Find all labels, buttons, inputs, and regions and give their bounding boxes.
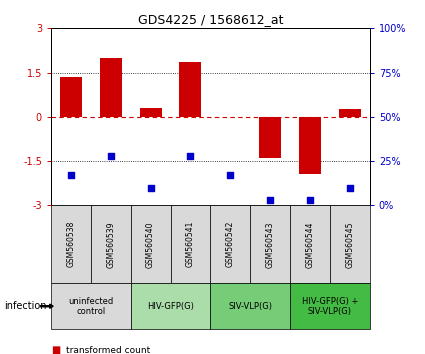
Text: GSM560538: GSM560538 bbox=[66, 221, 75, 268]
Point bbox=[346, 185, 353, 190]
Text: SIV-VLP(G): SIV-VLP(G) bbox=[228, 302, 272, 311]
Bar bbox=[140, 108, 162, 117]
Point bbox=[147, 185, 154, 190]
Text: uninfected
control: uninfected control bbox=[68, 297, 113, 316]
Point bbox=[227, 172, 234, 178]
Bar bbox=[179, 62, 201, 117]
Point bbox=[306, 197, 313, 203]
Bar bbox=[259, 117, 281, 158]
Bar bbox=[100, 58, 122, 117]
Text: GSM560540: GSM560540 bbox=[146, 221, 155, 268]
Title: GDS4225 / 1568612_at: GDS4225 / 1568612_at bbox=[138, 13, 283, 26]
Text: GSM560545: GSM560545 bbox=[346, 221, 354, 268]
Text: GSM560542: GSM560542 bbox=[226, 221, 235, 268]
Bar bbox=[60, 77, 82, 117]
Point bbox=[187, 153, 194, 159]
Text: GSM560541: GSM560541 bbox=[186, 221, 195, 268]
Point bbox=[108, 153, 114, 159]
Text: GSM560539: GSM560539 bbox=[106, 221, 115, 268]
Text: HIV-GFP(G) +
SIV-VLP(G): HIV-GFP(G) + SIV-VLP(G) bbox=[302, 297, 358, 316]
Text: GSM560543: GSM560543 bbox=[266, 221, 275, 268]
Text: GSM560544: GSM560544 bbox=[306, 221, 314, 268]
Text: infection: infection bbox=[4, 301, 47, 311]
Bar bbox=[299, 117, 321, 175]
Text: HIV-GFP(G): HIV-GFP(G) bbox=[147, 302, 194, 311]
Text: transformed count: transformed count bbox=[66, 346, 150, 354]
Bar bbox=[339, 109, 361, 117]
Point bbox=[68, 172, 74, 178]
Text: ■: ■ bbox=[51, 346, 60, 354]
Point bbox=[267, 197, 274, 203]
